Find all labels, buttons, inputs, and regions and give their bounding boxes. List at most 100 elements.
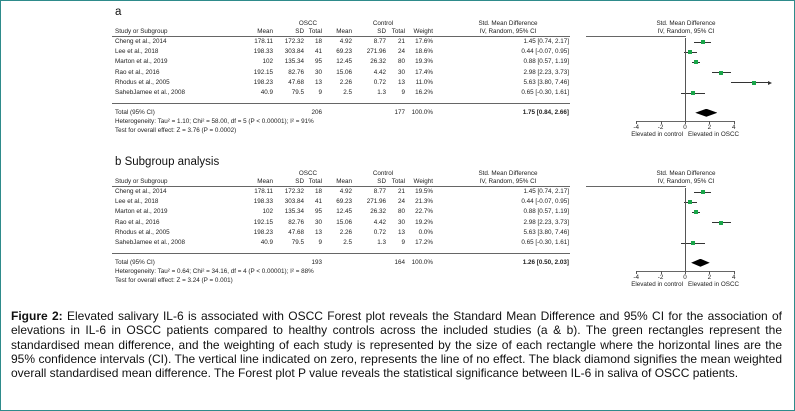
study-name: Rhodus et al., 2005 [115, 78, 170, 86]
oscc-total: 30 [314, 218, 322, 226]
x-axis-tick [709, 121, 711, 125]
oscc-sd: 82.76 [288, 218, 304, 226]
study-name: Lee et al., 2018 [115, 198, 159, 206]
study-name: SahebJamee et al., 2008 [115, 239, 186, 246]
control-total: 80 [397, 58, 405, 66]
study-name: SahebJamee et al., 2008 [115, 89, 186, 96]
study-weight: 17.4% [415, 68, 433, 76]
study-weight: 0.0% [418, 228, 433, 236]
control-group-header: Control [372, 170, 394, 177]
axis-label-right: Elevated in OSCC [688, 131, 740, 139]
pooled-effect-diamond [695, 108, 718, 117]
oscc-sd: 172.32 [284, 38, 304, 45]
table-bottom-rule [112, 103, 570, 105]
control-mean-header: Mean [336, 28, 352, 35]
oscc-mean: 192.15 [253, 68, 273, 76]
control-sd: 0.72 [373, 228, 386, 236]
control-grand-total: 164 [394, 259, 405, 267]
study-ci: 1.45 [0.74, 2.17] [523, 188, 569, 195]
study-effect-box [719, 220, 724, 225]
oscc-sd-header: SD [295, 178, 304, 185]
oscc-total: 95 [314, 58, 322, 66]
x-axis-tick [660, 121, 662, 125]
x-axis-tick [685, 121, 686, 125]
oscc-mean: 198.33 [253, 48, 273, 56]
table-bottom-rule [112, 253, 570, 255]
control-sd: 1.3 [377, 239, 386, 246]
figure-caption: Figure 2: Elevated salivary IL-6 is asso… [11, 309, 782, 380]
oscc-sd: 47.68 [288, 78, 304, 86]
oscc-total-header: Total [308, 28, 322, 35]
oscc-group-header: OSCC [298, 20, 318, 27]
header-rule [112, 36, 570, 37]
control-sd: 4.42 [373, 218, 386, 226]
study-column-header: Study or Subgroup [115, 28, 168, 35]
study-weight: 19.2% [415, 218, 433, 226]
x-axis-tick-label: 0 [683, 274, 687, 282]
control-mean: 2.5 [343, 89, 352, 96]
control-total: 80 [397, 208, 405, 216]
study-name: Rhodus et al., 2005 [115, 228, 170, 236]
x-axis-tick-label: -4 [633, 124, 639, 132]
x-axis-tick-label: -2 [657, 274, 664, 282]
study-weight: 17.2% [415, 239, 433, 246]
control-total: 21 [397, 188, 405, 195]
oscc-mean: 198.23 [253, 228, 273, 236]
control-mean: 4.92 [339, 188, 352, 195]
ci-arrow-marker [768, 80, 772, 85]
study-ci-line [731, 82, 768, 84]
control-sd-header: SD [377, 178, 386, 185]
total-label: Total (95% CI) [115, 109, 155, 117]
control-mean: 2.26 [339, 78, 352, 86]
oscc-mean-header: Mean [257, 178, 273, 185]
study-name: Cheng et al., 2014 [115, 188, 167, 195]
oscc-sd: 172.32 [284, 188, 304, 195]
oscc-mean-header: Mean [257, 28, 273, 35]
total-weight: 100.0% [411, 109, 433, 117]
line-of-no-effect [685, 38, 686, 122]
axis-label-left: Elevated in control [631, 131, 683, 139]
control-sd: 26.32 [370, 208, 386, 216]
control-total: 30 [397, 68, 405, 76]
control-mean: 12.45 [336, 58, 352, 66]
caption-text: Elevated salivary IL-6 is associated wit… [11, 309, 783, 381]
x-axis-tick [636, 121, 638, 125]
control-sd: 271.96 [366, 198, 386, 206]
oscc-total: 41 [314, 198, 322, 206]
oscc-total: 41 [314, 48, 322, 56]
control-sd: 8.77 [373, 38, 386, 45]
control-total: 9 [401, 89, 405, 96]
control-mean: 12.45 [336, 208, 352, 216]
study-weight: 22.7% [415, 208, 433, 216]
x-axis-tick-label: 0 [683, 124, 687, 132]
x-axis-tick [636, 271, 638, 275]
study-name: Rao et al., 2016 [115, 68, 160, 76]
control-sd: 8.77 [373, 188, 386, 195]
study-weight: 21.3% [415, 198, 433, 206]
oscc-total: 13 [314, 228, 322, 236]
oscc-total: 13 [314, 78, 322, 86]
x-axis-tick [660, 271, 662, 275]
oscc-total: 30 [314, 68, 322, 76]
header-rule [112, 186, 570, 187]
oscc-total: 95 [314, 208, 322, 216]
panel-label: b Subgroup analysis [115, 156, 220, 168]
plot-header-rule [586, 36, 686, 37]
control-mean: 15.06 [336, 218, 352, 226]
control-total-header: Total [391, 178, 405, 185]
study-weight: 17.6% [415, 38, 433, 45]
x-axis-tick-label: 4 [732, 274, 736, 282]
control-sd: 4.42 [373, 68, 386, 76]
control-total: 24 [397, 198, 405, 206]
forest-plot-figure: a OSCC Control Std. Mean Difference Std. Mea… [108, 3, 772, 305]
heterogeneity-text: Heterogeneity: Tau² = 1.10; Chi² = 58.00… [115, 118, 314, 126]
study-name: Rao et al., 2016 [115, 218, 160, 226]
axis-label-left: Elevated in control [631, 281, 683, 289]
oscc-mean: 102 [262, 208, 273, 216]
control-total: 21 [397, 38, 405, 45]
control-sd: 271.96 [366, 48, 386, 56]
study-ci: 0.44 [-0.07, 0.95] [521, 48, 569, 56]
x-axis-line [636, 271, 734, 273]
line-of-no-effect [685, 188, 686, 272]
oscc-mean: 192.15 [253, 218, 273, 226]
